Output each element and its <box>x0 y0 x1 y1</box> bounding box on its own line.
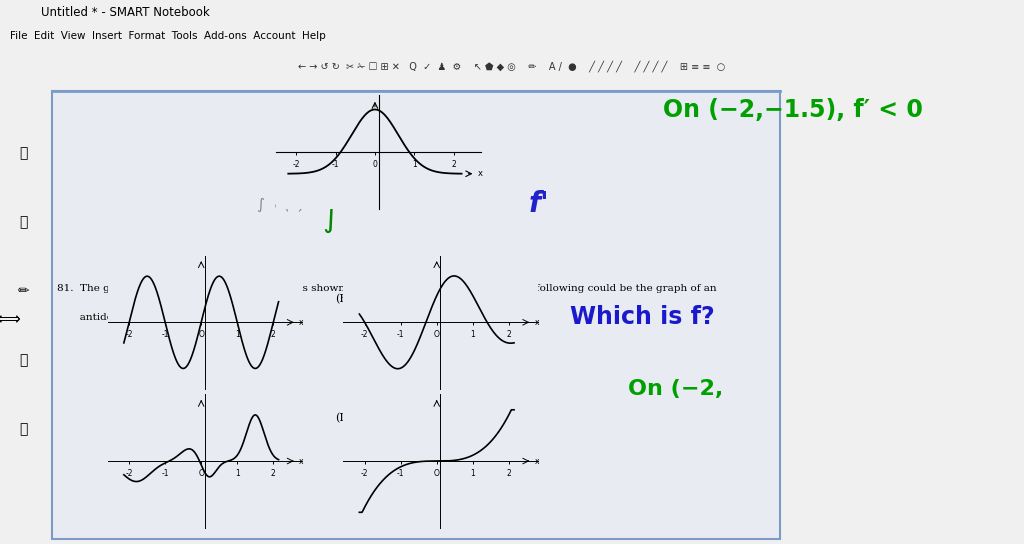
Text: x: x <box>535 318 540 327</box>
Text: x: x <box>535 456 540 466</box>
Text: On (−2,: On (−2, <box>629 379 724 399</box>
Text: Untitled * - SMART Notebook: Untitled * - SMART Notebook <box>41 6 210 18</box>
Text: (A): (A) <box>111 293 127 304</box>
Text: f': f' <box>528 190 549 218</box>
Text: 81.  The graph of the function: 81. The graph of the function <box>57 285 218 293</box>
Text: (B): (B) <box>335 293 352 304</box>
Text: x: x <box>299 456 304 466</box>
Text: ← → ↺ ↻  ✂ ✁ ☐ ⊞ ✕   Q  ✓  ♟  ⚙    ↖ ⬟ ◆ ◎    ✏    A /  ●    ╱ ╱ ╱ ╱    ╱ ╱ ╱ ╱ : ← → ↺ ↻ ✂ ✁ ☐ ⊞ ✕ Q ✓ ♟ ⚙ ↖ ⬟ ◆ ◎ ✏ A / … <box>298 60 726 72</box>
Text: ∫  8(x): ∫ 8(x) <box>257 197 305 212</box>
Text: (C): (C) <box>111 413 128 423</box>
Text: x: x <box>477 169 482 178</box>
Text: y: y <box>482 413 487 422</box>
Text: y: y <box>257 413 263 422</box>
Text: f: f <box>287 285 291 293</box>
Text: x: x <box>299 318 304 327</box>
Text: y: y <box>257 293 263 302</box>
Text: (D): (D) <box>335 413 353 423</box>
Text: f: f <box>218 313 222 322</box>
Text: 🔷: 🔷 <box>19 215 28 229</box>
Text: ∫: ∫ <box>323 204 339 233</box>
Text: 🗑: 🗑 <box>19 422 28 436</box>
Text: Which is f?: Which is f? <box>569 305 715 329</box>
Text: is shown above for −2 ≤ x ≤ 2. Which of the following could be the graph of an: is shown above for −2 ≤ x ≤ 2. Which of … <box>296 285 717 293</box>
Text: antiderivative of: antiderivative of <box>57 313 169 322</box>
Text: On (−2,−1.5), f′ < 0: On (−2,−1.5), f′ < 0 <box>663 98 923 122</box>
Text: 📄: 📄 <box>19 146 28 160</box>
Text: ✏: ✏ <box>17 284 30 298</box>
FancyBboxPatch shape <box>52 91 780 540</box>
Text: Graph of f: Graph of f <box>396 270 450 280</box>
Text: y: y <box>482 293 487 302</box>
Text: ?: ? <box>226 313 234 322</box>
Text: 🔲: 🔲 <box>19 353 28 367</box>
Text: ⟺: ⟺ <box>0 310 19 327</box>
Text: File  Edit  View  Insert  Format  Tools  Add-ons  Account  Help: File Edit View Insert Format Tools Add-o… <box>10 31 326 41</box>
